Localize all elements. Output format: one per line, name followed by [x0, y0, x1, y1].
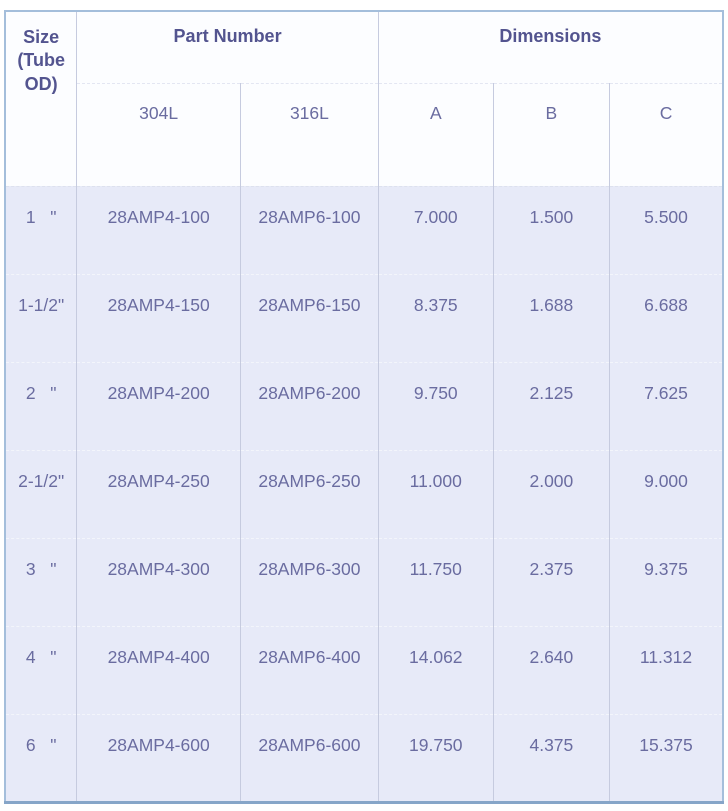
- cell-dim-b: 2.375: [492, 537, 610, 626]
- table-row: 4 " 28AMP4-400 28AMP6-400 14.062 2.640 1…: [5, 625, 723, 714]
- cell-size: 2 ": [5, 361, 77, 450]
- subheader-dim-a: A: [377, 82, 494, 186]
- cell-size: 6 ": [5, 713, 77, 802]
- subheader-dim-c: C: [609, 82, 723, 186]
- cell-dim-a: 9.750: [377, 361, 494, 450]
- table-body: 1 " 28AMP4-100 28AMP6-100 7.000 1.500 5.…: [5, 185, 723, 802]
- cell-part-316l: 28AMP6-100: [240, 185, 379, 274]
- table-row: 1-1/2" 28AMP4-150 28AMP6-150 8.375 1.688…: [5, 273, 723, 362]
- cell-part-316l: 28AMP6-150: [240, 273, 379, 362]
- cell-dim-a: 11.000: [377, 449, 494, 538]
- cell-dim-c: 6.688: [609, 273, 723, 362]
- cell-part-316l: 28AMP6-250: [240, 449, 379, 538]
- subheader-dim-b: B: [492, 82, 610, 186]
- cell-dim-b: 2.640: [492, 625, 610, 714]
- cell-part-304l: 28AMP4-200: [76, 361, 241, 450]
- header-dimensions: Dimensions: [377, 11, 723, 83]
- table-row: 6 " 28AMP4-600 28AMP6-600 19.750 4.375 1…: [5, 713, 723, 802]
- subheader-304l: 304L: [76, 82, 241, 186]
- parts-dimensions-table: Size (Tube OD) Part Number Dimensions 30…: [4, 10, 724, 804]
- cell-part-304l: 28AMP4-600: [76, 713, 241, 802]
- cell-dim-b: 1.500: [492, 185, 610, 274]
- cell-part-304l: 28AMP4-100: [76, 185, 241, 274]
- cell-dim-a: 11.750: [377, 537, 494, 626]
- cell-dim-c: 9.375: [609, 537, 723, 626]
- cell-part-316l: 28AMP6-600: [240, 713, 379, 802]
- cell-dim-a: 19.750: [377, 713, 494, 802]
- cell-dim-c: 7.625: [609, 361, 723, 450]
- cell-part-316l: 28AMP6-400: [240, 625, 379, 714]
- cell-size: 1 ": [5, 185, 77, 274]
- cell-part-316l: 28AMP6-200: [240, 361, 379, 450]
- cell-dim-c: 11.312: [609, 625, 723, 714]
- cell-dim-b: 4.375: [492, 713, 610, 802]
- cell-size: 2-1/2": [5, 449, 77, 538]
- header-size-tube-od: Size (Tube OD): [5, 11, 77, 186]
- table-row: 2-1/2" 28AMP4-250 28AMP6-250 11.000 2.00…: [5, 449, 723, 538]
- cell-part-304l: 28AMP4-400: [76, 625, 241, 714]
- table-row: 2 " 28AMP4-200 28AMP6-200 9.750 2.125 7.…: [5, 361, 723, 450]
- cell-dim-c: 15.375: [609, 713, 723, 802]
- cell-part-316l: 28AMP6-300: [240, 537, 379, 626]
- cell-part-304l: 28AMP4-150: [76, 273, 241, 362]
- cell-dim-b: 1.688: [492, 273, 610, 362]
- cell-dim-a: 14.062: [377, 625, 494, 714]
- table-header: Size (Tube OD) Part Number Dimensions 30…: [5, 11, 723, 186]
- cell-size: 3 ": [5, 537, 77, 626]
- cell-size: 4 ": [5, 625, 77, 714]
- cell-dim-a: 8.375: [377, 273, 494, 362]
- cell-part-304l: 28AMP4-250: [76, 449, 241, 538]
- cell-size: 1-1/2": [5, 273, 77, 362]
- cell-dim-b: 2.125: [492, 361, 610, 450]
- table-row: 1 " 28AMP4-100 28AMP6-100 7.000 1.500 5.…: [5, 185, 723, 274]
- table-row: 3 " 28AMP4-300 28AMP6-300 11.750 2.375 9…: [5, 537, 723, 626]
- cell-part-304l: 28AMP4-300: [76, 537, 241, 626]
- cell-dim-b: 2.000: [492, 449, 610, 538]
- subheader-316l: 316L: [240, 82, 379, 186]
- cell-dim-c: 5.500: [609, 185, 723, 274]
- cell-dim-a: 7.000: [377, 185, 494, 274]
- header-part-number: Part Number: [76, 11, 379, 83]
- cell-dim-c: 9.000: [609, 449, 723, 538]
